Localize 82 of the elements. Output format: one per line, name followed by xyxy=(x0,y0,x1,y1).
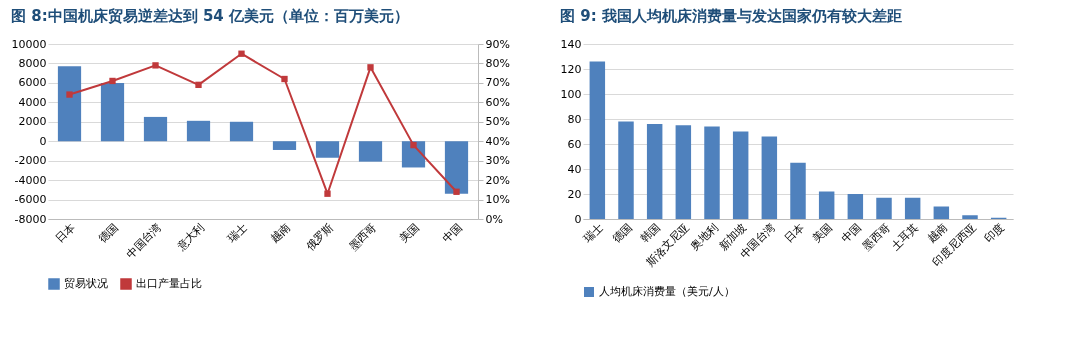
bar xyxy=(904,197,921,219)
bar xyxy=(186,120,211,142)
bar xyxy=(847,194,864,219)
bar xyxy=(646,124,663,219)
x-tick-label: 德国 xyxy=(609,220,635,246)
y-tick-label: 0 xyxy=(39,134,47,148)
y2-tick-label: 60% xyxy=(485,95,510,109)
y2-tick-label: 20% xyxy=(485,173,510,187)
bar xyxy=(272,141,297,150)
bar xyxy=(704,126,720,219)
x-tick-label: 瑞士 xyxy=(581,220,606,246)
point xyxy=(281,75,288,83)
bar xyxy=(444,141,469,194)
y2-tick-label: 70% xyxy=(485,76,510,90)
legend-label: 贸易状况 xyxy=(64,277,108,290)
bar xyxy=(933,206,950,219)
bar xyxy=(962,215,978,219)
y-tick-label: 8000 xyxy=(18,56,47,70)
x-tick-label: 俄罗斯 xyxy=(303,220,336,254)
bar xyxy=(229,121,254,142)
bar xyxy=(57,66,82,142)
bar xyxy=(618,121,634,219)
chart-title: 图 8:中国机床贸易逆差达到 54 亿美元（单位：百万美元） xyxy=(11,7,409,25)
point xyxy=(195,81,202,88)
y-tick-label: 2000 xyxy=(18,115,47,129)
x-tick-label: 中国 xyxy=(440,220,465,246)
bar xyxy=(100,82,125,142)
y-tick-label: 20 xyxy=(567,187,582,201)
y-tick-label: -4000 xyxy=(14,173,47,187)
y-tick-label: -6000 xyxy=(14,193,47,207)
y2-tick-label: 80% xyxy=(485,56,510,70)
legend-label: 出口产量占比 xyxy=(136,277,202,290)
point xyxy=(410,141,417,149)
y-tick-label: 80 xyxy=(567,112,582,126)
bar xyxy=(818,191,835,219)
bar xyxy=(761,136,778,219)
x-tick-label: 印度 xyxy=(982,220,1008,246)
bar xyxy=(732,131,749,219)
y-tick-label: 40 xyxy=(567,162,582,176)
x-tick-label: 墨西哥 xyxy=(346,220,379,254)
y2-tick-label: 50% xyxy=(485,115,510,129)
bar xyxy=(143,116,168,142)
x-tick-label: 德国 xyxy=(96,220,121,246)
bar xyxy=(358,141,383,162)
y-tick-label: 120 xyxy=(560,62,582,76)
point xyxy=(324,190,331,197)
y2-tick-label: 30% xyxy=(485,154,510,168)
point xyxy=(152,62,159,69)
x-tick-label: 越南 xyxy=(925,220,950,246)
bar xyxy=(589,61,606,219)
y-tick-label: 4000 xyxy=(18,95,47,109)
point xyxy=(453,188,460,195)
y-tick-label: 0 xyxy=(574,212,582,226)
x-tick-label: 意大利 xyxy=(173,220,207,255)
x-tick-label: 越南 xyxy=(268,220,293,246)
y-tick-label: -8000 xyxy=(14,212,47,226)
x-tick-label: 日本 xyxy=(781,220,807,246)
bar xyxy=(675,125,692,219)
y-tick-label: 100 xyxy=(560,87,582,101)
y-tick-label: 140 xyxy=(560,37,582,51)
x-tick-label: 日本 xyxy=(53,220,78,246)
x-tick-label: 瑞士 xyxy=(225,220,250,246)
point xyxy=(367,64,374,71)
x-tick-label: 美国 xyxy=(810,220,836,246)
point xyxy=(109,77,116,85)
point xyxy=(66,91,73,98)
x-tick-label: 美国 xyxy=(397,220,422,246)
y2-tick-label: 40% xyxy=(485,134,510,148)
y2-tick-label: 90% xyxy=(485,37,510,51)
bar xyxy=(876,197,892,219)
x-tick-label: 中国台湾 xyxy=(123,220,164,262)
y2-tick-label: 0% xyxy=(485,212,503,226)
y-tick-label: -2000 xyxy=(14,154,47,168)
bar xyxy=(790,162,806,219)
point xyxy=(238,50,245,57)
y-tick-label: 6000 xyxy=(18,76,47,90)
y2-tick-label: 10% xyxy=(485,193,510,207)
y-tick-label: 60 xyxy=(567,137,582,151)
bar xyxy=(315,141,340,158)
legend-label: 人均机床消费量（美元/人） xyxy=(599,285,735,298)
chart-title: 图 9: 我国人均机床消费量与发达国家仍有较大差距 xyxy=(560,7,902,25)
y-tick-label: 10000 xyxy=(11,37,47,51)
